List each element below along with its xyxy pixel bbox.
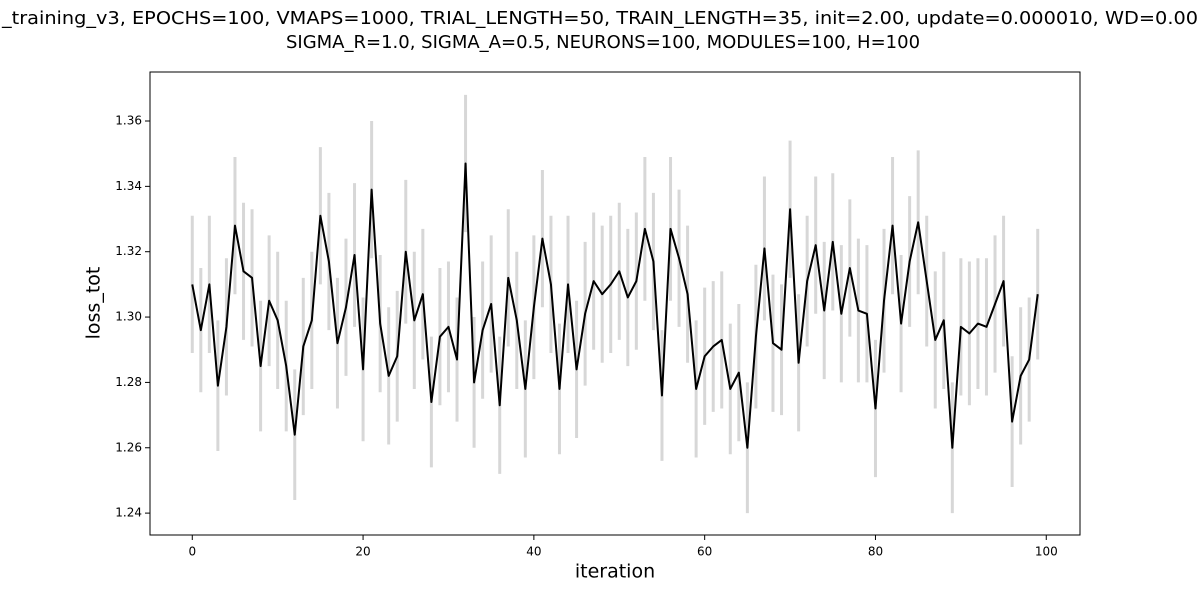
x-tick-label: 100	[1035, 545, 1058, 559]
x-tick-label: 40	[526, 545, 541, 559]
y-tick-label: 1.36	[115, 114, 142, 128]
y-tick-label: 1.28	[115, 375, 142, 389]
y-tick-label: 1.30	[115, 310, 142, 324]
chart-title: SIGMA_R=1.0, SIGMA_A=0.5, NEURONS=100, M…	[286, 32, 920, 53]
y-tick-label: 1.32	[115, 244, 142, 258]
x-tick-label: 0	[188, 545, 196, 559]
y-axis-label: loss_tot	[83, 267, 105, 340]
chart-title: _training_v3, EPOCHS=100, VMAPS=1000, TR…	[1, 8, 1198, 29]
y-tick-label: 1.24	[115, 506, 142, 520]
y-tick-label: 1.34	[115, 179, 142, 193]
plot-frame	[149, 71, 1081, 536]
y-tick-label: 1.26	[115, 440, 142, 454]
line	[191, 162, 1039, 449]
x-tick-label: 80	[868, 545, 883, 559]
x-axis-label: iteration	[575, 561, 655, 583]
x-tick-label: 60	[697, 545, 712, 559]
x-tick-label: 20	[355, 545, 370, 559]
